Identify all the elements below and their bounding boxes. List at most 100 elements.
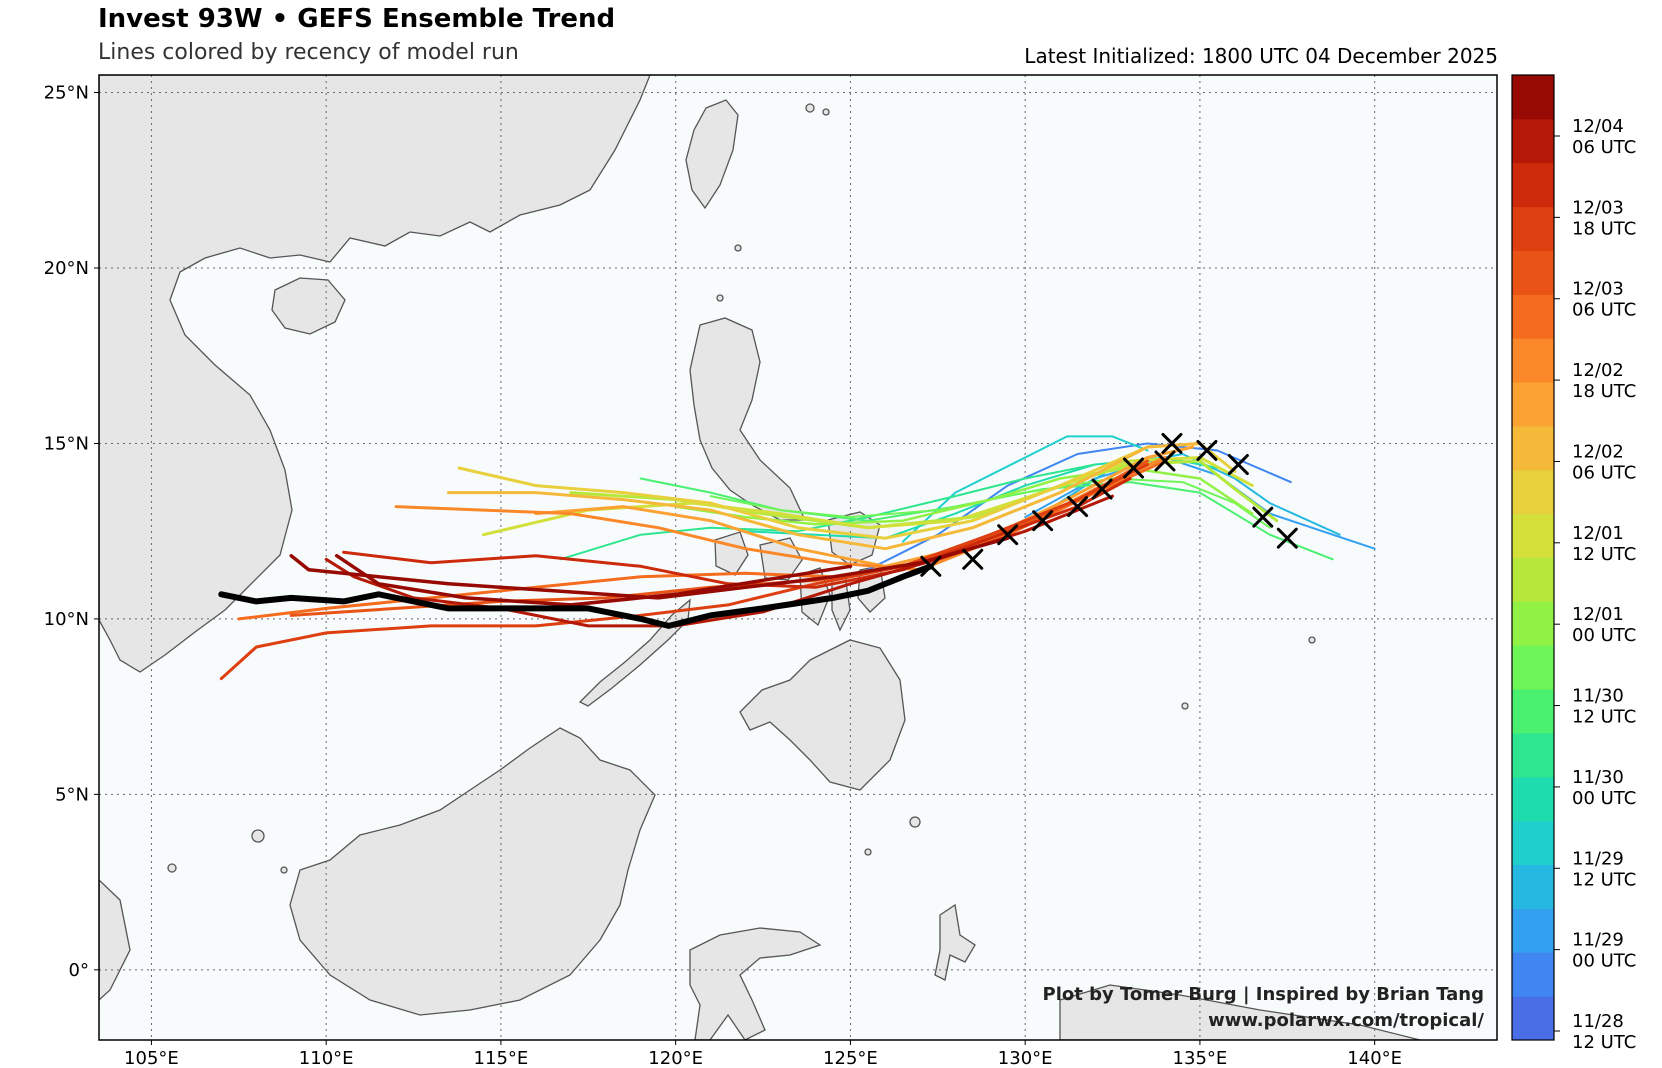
colorbar-label-time: 00 UTC bbox=[1572, 625, 1636, 646]
lon-tick-label: 125°E bbox=[823, 1048, 878, 1068]
land-islet bbox=[864, 848, 872, 856]
ensemble-track-line bbox=[289, 536, 1010, 600]
land-islet bbox=[280, 866, 288, 874]
lat-tick-label: 15°N bbox=[44, 433, 89, 454]
colorbar-frame bbox=[1511, 74, 1555, 1041]
colorbar-segment bbox=[1512, 601, 1554, 646]
track-x-marker bbox=[1227, 454, 1249, 476]
plot-frame bbox=[98, 74, 1498, 1041]
colorbar-label-time: 12 UTC bbox=[1572, 1032, 1636, 1053]
land-taiwan bbox=[685, 99, 739, 210]
colorbar-segment bbox=[1512, 250, 1554, 295]
colorbar-segment bbox=[1512, 952, 1554, 997]
land-islet bbox=[1181, 702, 1189, 710]
track-x-marker bbox=[1154, 450, 1176, 472]
colorbar-label-date: 12/03 bbox=[1572, 197, 1624, 218]
colorbar-label-time: 18 UTC bbox=[1572, 218, 1636, 239]
colorbar-segment bbox=[1512, 338, 1554, 383]
ensemble-track-line bbox=[709, 477, 1271, 529]
ensemble-track-line bbox=[447, 442, 1202, 551]
colorbar-segment bbox=[1512, 294, 1554, 339]
colorbar-segment bbox=[1512, 469, 1554, 515]
colorbar-label-date: 11/29 bbox=[1572, 930, 1624, 951]
initialized-label: Latest Initialized: 1800 UTC 04 December… bbox=[1024, 44, 1498, 68]
colorbar-segment bbox=[1512, 776, 1554, 822]
credit-line-1: Plot by Tomer Burg | Inspired by Brian T… bbox=[1043, 984, 1484, 1005]
colorbar-segment bbox=[1512, 732, 1554, 778]
colorbar-label-date: 12/02 bbox=[1572, 441, 1624, 462]
lat-tick-label: 0° bbox=[69, 960, 89, 981]
land-islet bbox=[909, 816, 921, 828]
colorbar-label-date: 11/29 bbox=[1572, 848, 1624, 869]
colorbar-segment bbox=[1512, 118, 1554, 164]
colorbar-label-time: 06 UTC bbox=[1572, 300, 1636, 321]
lon-tick-label: 135°E bbox=[1173, 1048, 1228, 1068]
land-islet bbox=[805, 103, 815, 113]
colorbar-segment bbox=[1512, 864, 1554, 909]
land-islet bbox=[251, 829, 265, 843]
colorbar-segment bbox=[1512, 996, 1554, 1041]
land-islet bbox=[716, 294, 724, 302]
lon-tick-label: 105°E bbox=[124, 1048, 179, 1068]
land-halmahera bbox=[934, 903, 976, 981]
land-layer bbox=[99, 75, 1421, 1040]
track-markers bbox=[920, 432, 1298, 577]
chart-title: Invest 93W • GEFS Ensemble Trend bbox=[98, 4, 616, 34]
chart-subtitle: Lines colored by recency of model run bbox=[98, 40, 519, 65]
colorbar-segment bbox=[1512, 513, 1554, 558]
colorbar-label-date: 11/30 bbox=[1572, 767, 1624, 788]
land-sulawesi bbox=[689, 927, 822, 1040]
colorbar-label-time: 12 UTC bbox=[1572, 869, 1636, 890]
colorbar-label-time: 18 UTC bbox=[1572, 381, 1636, 402]
colorbar-label-date: 12/03 bbox=[1572, 279, 1624, 300]
colorbar-label-date: 12/04 bbox=[1572, 116, 1624, 137]
track-x-marker bbox=[997, 524, 1019, 546]
colorbar-label-date: 12/02 bbox=[1572, 360, 1624, 381]
track-x-marker bbox=[1067, 496, 1089, 518]
land-islet bbox=[167, 863, 177, 873]
land-hainan bbox=[271, 277, 346, 335]
colorbar-segment bbox=[1512, 689, 1554, 734]
colorbar-segment bbox=[1512, 425, 1554, 471]
latitude-ticks: 0° 5°N 10°N 15°N 20°N 25°N bbox=[44, 83, 99, 981]
longitude-ticks: 105°E 110°E 115°E 120°E 125°E 130°E 135°E 140°E bbox=[124, 1040, 1402, 1068]
ensemble-track-line bbox=[219, 463, 1149, 681]
colorbar-label-time: 12 UTC bbox=[1572, 707, 1636, 728]
colorbar-segment bbox=[1512, 908, 1554, 953]
colorbar-label-date: 12/01 bbox=[1572, 604, 1624, 625]
ensemble-track-line bbox=[334, 553, 853, 607]
colorbar-label-date: 11/30 bbox=[1572, 686, 1624, 707]
lon-tick-label: 120°E bbox=[648, 1048, 703, 1068]
land-panay bbox=[759, 537, 803, 581]
lon-tick-label: 140°E bbox=[1347, 1048, 1402, 1068]
lat-tick-label: 25°N bbox=[44, 83, 89, 104]
land-borneo bbox=[289, 727, 656, 1016]
lon-tick-label: 110°E bbox=[299, 1048, 354, 1068]
credit-line-2: www.polarwx.com/tropical/ bbox=[1208, 1010, 1484, 1031]
track-x-marker bbox=[1276, 527, 1298, 549]
colorbar-label-time: 06 UTC bbox=[1572, 137, 1636, 158]
track-x-marker bbox=[920, 555, 942, 577]
colorbar-segment bbox=[1512, 162, 1554, 208]
lat-tick-label: 20°N bbox=[44, 258, 89, 279]
land-asia-mainland bbox=[99, 75, 651, 673]
colorbar-segment bbox=[1512, 206, 1554, 251]
colorbar-label-time: 00 UTC bbox=[1572, 788, 1636, 809]
lat-tick-label: 5°N bbox=[55, 784, 89, 805]
colorbar-label-time: 12 UTC bbox=[1572, 544, 1636, 565]
land-islet bbox=[734, 244, 742, 252]
lat-tick-label: 10°N bbox=[44, 609, 89, 630]
track-x-marker bbox=[1032, 510, 1054, 532]
land-mindanao bbox=[739, 639, 906, 791]
track-x-marker bbox=[1091, 478, 1113, 500]
land-new-guinea bbox=[1059, 984, 1421, 1040]
ensemble-tracks bbox=[218, 435, 1376, 681]
track-x-marker bbox=[1196, 439, 1218, 461]
colorbar-segment bbox=[1512, 382, 1554, 427]
land-islet bbox=[822, 108, 830, 116]
ensemble-track-line bbox=[901, 435, 1149, 543]
track-x-marker bbox=[1161, 432, 1183, 454]
colorbar-label-date: 12/01 bbox=[1572, 523, 1624, 544]
